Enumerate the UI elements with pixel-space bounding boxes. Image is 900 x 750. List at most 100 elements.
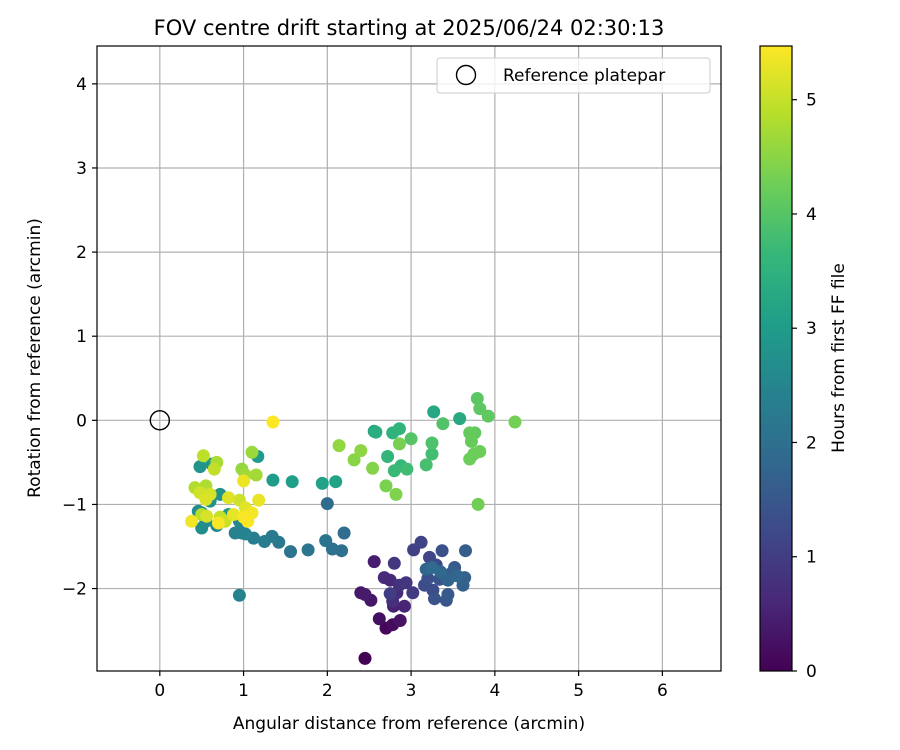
data-point bbox=[399, 576, 413, 590]
data-point bbox=[367, 555, 381, 569]
data-point bbox=[284, 545, 297, 559]
data-point bbox=[337, 526, 351, 540]
data-point bbox=[266, 473, 280, 487]
data-point bbox=[185, 514, 199, 528]
data-point bbox=[414, 535, 428, 549]
data-point bbox=[428, 592, 441, 606]
data-point bbox=[252, 493, 266, 507]
data-point bbox=[471, 497, 485, 511]
data-point bbox=[436, 417, 450, 431]
data-point bbox=[258, 535, 271, 548]
data-point bbox=[199, 492, 213, 506]
x-tick-label: 4 bbox=[489, 681, 500, 701]
data-point bbox=[196, 449, 210, 463]
x-axis-label: Angular distance from reference (arcmin) bbox=[233, 714, 585, 734]
data-point bbox=[377, 571, 391, 585]
data-point bbox=[441, 588, 455, 601]
data-point bbox=[392, 437, 406, 451]
data-point bbox=[400, 462, 414, 476]
data-point bbox=[249, 468, 263, 482]
reference-platepar-marker bbox=[149, 410, 171, 431]
data-point bbox=[387, 556, 401, 570]
data-point bbox=[358, 588, 372, 601]
data-point bbox=[481, 409, 495, 423]
grid bbox=[97, 46, 721, 671]
x-tick-label: 6 bbox=[657, 681, 668, 701]
colorbar-tick-label: 3 bbox=[806, 319, 817, 339]
data-point bbox=[354, 444, 368, 458]
colorbar-tick-label: 2 bbox=[806, 433, 817, 453]
data-point bbox=[464, 434, 478, 448]
data-point bbox=[425, 561, 439, 574]
x-tick-label: 5 bbox=[573, 681, 584, 701]
data-point bbox=[245, 445, 259, 459]
data-point bbox=[285, 475, 299, 489]
data-point bbox=[383, 587, 397, 601]
legend: Reference platepar bbox=[436, 57, 711, 94]
y-tick-label: −2 bbox=[62, 580, 87, 600]
data-point bbox=[237, 474, 251, 488]
data-point bbox=[372, 612, 386, 626]
data-point bbox=[397, 599, 411, 613]
data-point bbox=[358, 651, 372, 665]
data-point bbox=[232, 588, 246, 602]
data-point bbox=[508, 415, 522, 429]
data-point bbox=[301, 543, 315, 557]
colorbar-tick-label: 1 bbox=[806, 548, 817, 568]
data-point bbox=[425, 436, 439, 450]
data-point bbox=[473, 445, 487, 458]
data-point bbox=[427, 405, 441, 419]
y-tick-label: 4 bbox=[76, 75, 87, 95]
data-point bbox=[470, 392, 484, 405]
data-point bbox=[315, 476, 329, 490]
x-tick-label: 2 bbox=[322, 681, 333, 701]
data-point bbox=[366, 461, 380, 475]
data-point bbox=[419, 458, 433, 472]
data-point bbox=[319, 534, 333, 548]
y-tick-label: 0 bbox=[76, 411, 87, 431]
data-point bbox=[404, 432, 418, 446]
data-point bbox=[425, 447, 439, 461]
colorbar-tick-label: 5 bbox=[806, 91, 817, 111]
data-point bbox=[238, 527, 252, 541]
data-point bbox=[379, 479, 393, 493]
colorbar-tick-label: 0 bbox=[806, 662, 817, 682]
x-tick-label: 3 bbox=[406, 681, 417, 701]
colorbar-gradient bbox=[760, 46, 792, 671]
data-point bbox=[389, 487, 403, 501]
colorbar-ticks: 0 1 2 3 4 5 bbox=[792, 91, 817, 682]
reference-marker-layer bbox=[149, 410, 171, 431]
y-tick-label: 3 bbox=[76, 159, 87, 179]
data-point bbox=[332, 439, 346, 453]
colorbar-label: Hours from first FF file bbox=[829, 263, 849, 453]
data-point bbox=[393, 614, 407, 627]
x-tick-label: 0 bbox=[154, 681, 165, 701]
data-point bbox=[459, 544, 472, 558]
data-point bbox=[406, 586, 420, 600]
data-point bbox=[450, 569, 464, 583]
legend-label-reference: Reference platepar bbox=[503, 66, 665, 86]
x-tick-label: 1 bbox=[238, 681, 249, 701]
colorbar-frame bbox=[759, 45, 793, 672]
legend-marker-open-circle bbox=[455, 64, 477, 86]
data-point bbox=[320, 497, 334, 511]
axis-ticks: 0 1 2 3 4 5 6 −2 −1 0 1 2 3 4 bbox=[62, 75, 668, 701]
data-point bbox=[227, 508, 240, 521]
colorbar-tick-label: 4 bbox=[806, 205, 817, 225]
data-point bbox=[392, 422, 406, 436]
y-axis-label: Rotation from reference (arcmin) bbox=[25, 218, 45, 498]
y-tick-label: 2 bbox=[76, 243, 87, 263]
data-point bbox=[381, 450, 395, 463]
legend-box bbox=[436, 57, 711, 94]
data-point bbox=[200, 509, 214, 523]
data-point bbox=[369, 425, 383, 439]
data-point bbox=[347, 453, 361, 467]
data-point bbox=[435, 544, 449, 558]
data-point bbox=[387, 464, 401, 478]
y-tick-label: 1 bbox=[76, 327, 87, 347]
data-point bbox=[463, 452, 477, 466]
data-point bbox=[222, 491, 235, 505]
data-point bbox=[266, 415, 280, 429]
